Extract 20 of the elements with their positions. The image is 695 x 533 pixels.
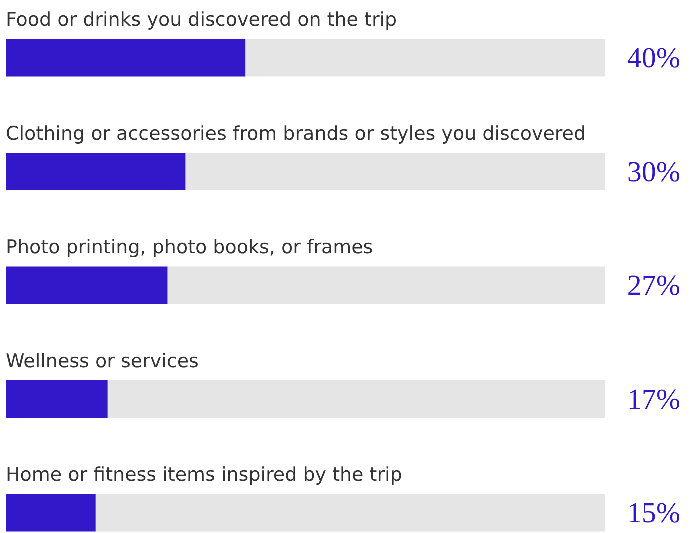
y-tick-label: Clothing or accessories from brands or styles you discovered	[6, 122, 586, 145]
bar	[96, 494, 605, 532]
y-tick-label: Home or fitness items inspired by the trip	[6, 464, 402, 486]
data-label: 27%	[627, 270, 681, 302]
bar	[6, 380, 108, 418]
data-label: 17%	[627, 384, 681, 416]
bar	[108, 380, 605, 418]
bar	[168, 266, 605, 304]
data-label: 30%	[627, 156, 681, 188]
y-tick-label: Wellness or services	[6, 350, 199, 372]
y-tick-label: Food or drinks you discovered on the trip	[6, 9, 398, 31]
data-label: 15%	[627, 498, 681, 530]
bar	[6, 266, 168, 304]
bar	[6, 152, 186, 191]
y-tick-label: Photo printing, photo books, or frames	[6, 236, 374, 258]
bar	[6, 39, 246, 77]
bar	[246, 39, 605, 77]
bar	[186, 152, 605, 191]
bar	[6, 494, 96, 532]
data-label: 40%	[627, 42, 681, 75]
